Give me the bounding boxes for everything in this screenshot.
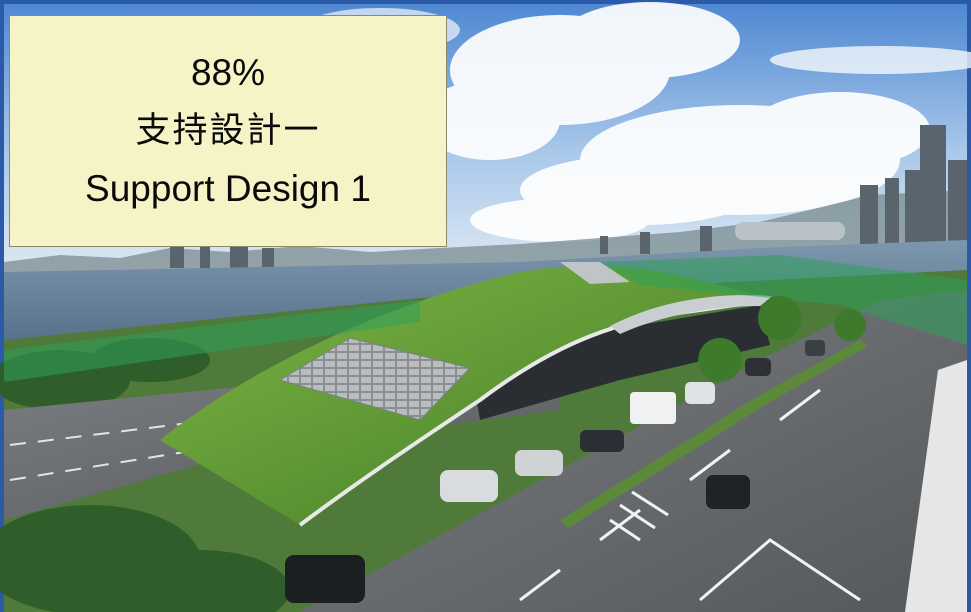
green-boundary-band <box>4 300 420 382</box>
solar-array <box>278 337 471 421</box>
caption-title-english: Support Design 1 <box>85 168 371 209</box>
road-markings <box>519 388 861 602</box>
green-roof <box>160 266 770 525</box>
clouds <box>300 2 971 242</box>
skyline <box>170 125 967 268</box>
caption-title-chinese: 支持設計一 <box>135 111 321 151</box>
caption-box: 88% 支持設計一 Support Design 1 <box>9 15 447 247</box>
main-road <box>300 290 967 612</box>
vehicles <box>285 340 825 603</box>
foreground-structure <box>905 360 967 612</box>
green-boundary-band-right <box>600 255 967 345</box>
glass-canopy <box>610 295 772 334</box>
median-strip <box>560 340 868 528</box>
convention-building <box>735 222 845 240</box>
support-percentage: 88% <box>190 52 266 93</box>
roof-skylight <box>560 262 630 284</box>
street-trees <box>698 296 866 382</box>
building-facade <box>470 305 770 420</box>
